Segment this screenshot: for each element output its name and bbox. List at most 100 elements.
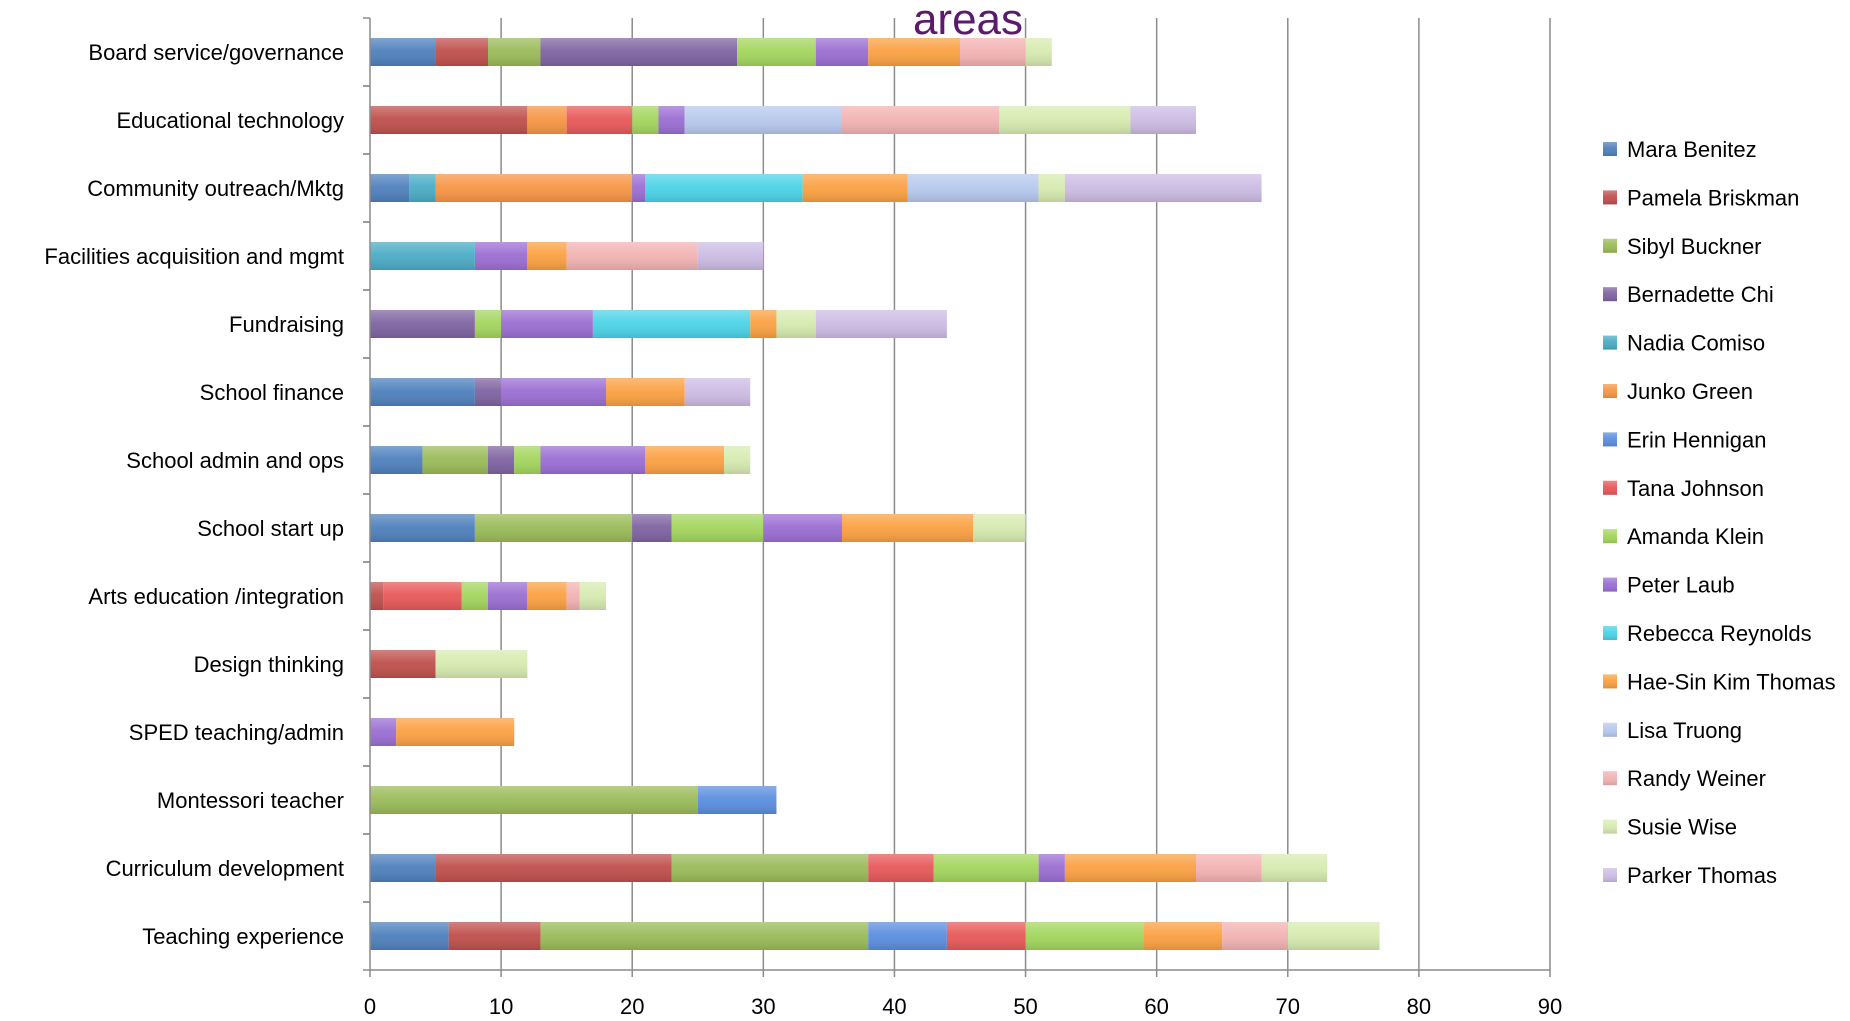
category-label: Montessori teacher [157,788,344,813]
category-label: Community outreach/Mktg [87,176,344,201]
legend-label: Tana Johnson [1627,476,1764,501]
bar-segment-shading [763,514,842,542]
bar-segment-shading [973,514,1026,542]
bar-segment-shading [370,106,528,134]
bar-segment-shading [645,174,803,202]
bar-segment-shading [1038,174,1065,202]
bar-segment-shading [527,582,567,610]
legend-label: Junko Green [1627,379,1753,404]
x-tick-label: 10 [489,994,513,1016]
legend-swatch-shading [1603,577,1617,592]
legend-swatch-shading [1603,287,1617,302]
x-tick-label: 80 [1407,994,1431,1016]
x-tick-label: 20 [620,994,644,1016]
legend-label: Susie Wise [1627,815,1737,840]
category-label: SPED teaching/admin [129,720,344,745]
legend-swatch-shading [1603,480,1617,495]
bar-segment-shading [435,650,528,678]
bar-segment-shading [658,106,685,134]
bar-segment-shading [370,378,475,406]
bar-segment-shading [606,378,685,406]
bar-segment-shading [907,174,1039,202]
bar-segment-shading [697,242,764,270]
legend-swatch-shading [1603,238,1617,253]
legend-swatch-shading [1603,335,1617,350]
bar-segment-shading [1196,854,1262,882]
bar-segment-shading [1064,854,1196,882]
bar-segment-shading [1025,922,1144,950]
x-tick-label: 40 [882,994,906,1016]
category-label: Design thinking [194,652,344,677]
bar-segment-shading [632,106,659,134]
bar-segment-shading [474,514,633,542]
category-label: Teaching experience [142,924,344,949]
category-label: Fundraising [229,312,344,337]
legend-swatch-shading [1603,674,1617,689]
bar-segment-shading [579,582,606,610]
bar-segment-shading [370,174,410,202]
gridlines [500,18,1551,970]
bar-segment-shading [422,446,488,474]
bar-segment-shading [933,854,1039,882]
bar-segment-shading [540,38,738,66]
category-label: Educational technology [117,108,345,133]
legend-swatch-shading [1603,771,1617,786]
bar-segment-shading [527,106,567,134]
bar-segment-shading [370,514,475,542]
bars [370,38,1380,950]
bar-segment-shading [1130,106,1196,134]
bar-segment-shading [435,174,633,202]
legend-label: Peter Laub [1627,573,1735,598]
bar-segment-shading [1143,922,1223,950]
bar-segment-shading [999,106,1131,134]
bar-segment-shading [448,922,541,950]
bar-segment-shading [370,38,436,66]
bar-segment-shading [671,854,869,882]
bar-segment-shading [815,38,869,66]
legend-swatch-shading [1603,142,1617,156]
x-tick-label: 90 [1538,994,1562,1016]
bar-segment-shading [488,446,515,474]
axes: Board service/governance Educational tech… [44,17,1562,1019]
bar-segment-shading [409,174,436,202]
bar-segment-shading [514,446,541,474]
legend-label: Randy Weiner [1627,766,1766,791]
bar-segment-shading [370,582,384,610]
bar-segment-shading [383,582,462,610]
x-tick-label: 30 [751,994,775,1016]
legend-label: Parker Thomas [1627,863,1777,888]
bar-segment-shading [501,378,606,406]
bar-segment-shading [684,378,751,406]
bar-segment-shading [566,106,633,134]
bar-segment-shading [396,718,515,746]
bar-segment-shading [488,38,541,66]
bar-segment-shading [370,446,423,474]
legend-label: Bernadette Chi [1627,282,1774,307]
bar-segment-shading [370,786,698,814]
bar-segment-shading [645,446,724,474]
bar-segment-shading [776,310,816,338]
bar-segment-shading [868,922,947,950]
category-label: School admin and ops [126,448,344,473]
legend: Mara Benitez Pamela Briskman Sibyl Buckner… [1603,137,1836,888]
bar-segment-shading [960,38,1026,66]
bar-segment-shading [540,446,646,474]
x-tick-label: 50 [1013,994,1037,1016]
legend-swatch-shading [1603,190,1617,205]
legend-label: Erin Hennigan [1627,427,1766,452]
bar-segment-shading [435,38,488,66]
bar-segment-shading [724,446,751,474]
bar-segment-shading [370,922,449,950]
bar-segment-shading [815,310,947,338]
bar-segment-shading [370,650,436,678]
x-tick-label: 0 [364,994,376,1016]
bar-segment-shading [1025,38,1052,66]
bar-segment-shading [802,174,908,202]
chart-title: areas [913,0,1023,44]
bar-segment-shading [842,106,1000,134]
category-label: Board service/governance [88,40,344,65]
bar-segment-shading [540,922,869,950]
category-label: School start up [197,516,344,541]
bar-segment-shading [946,922,1026,950]
